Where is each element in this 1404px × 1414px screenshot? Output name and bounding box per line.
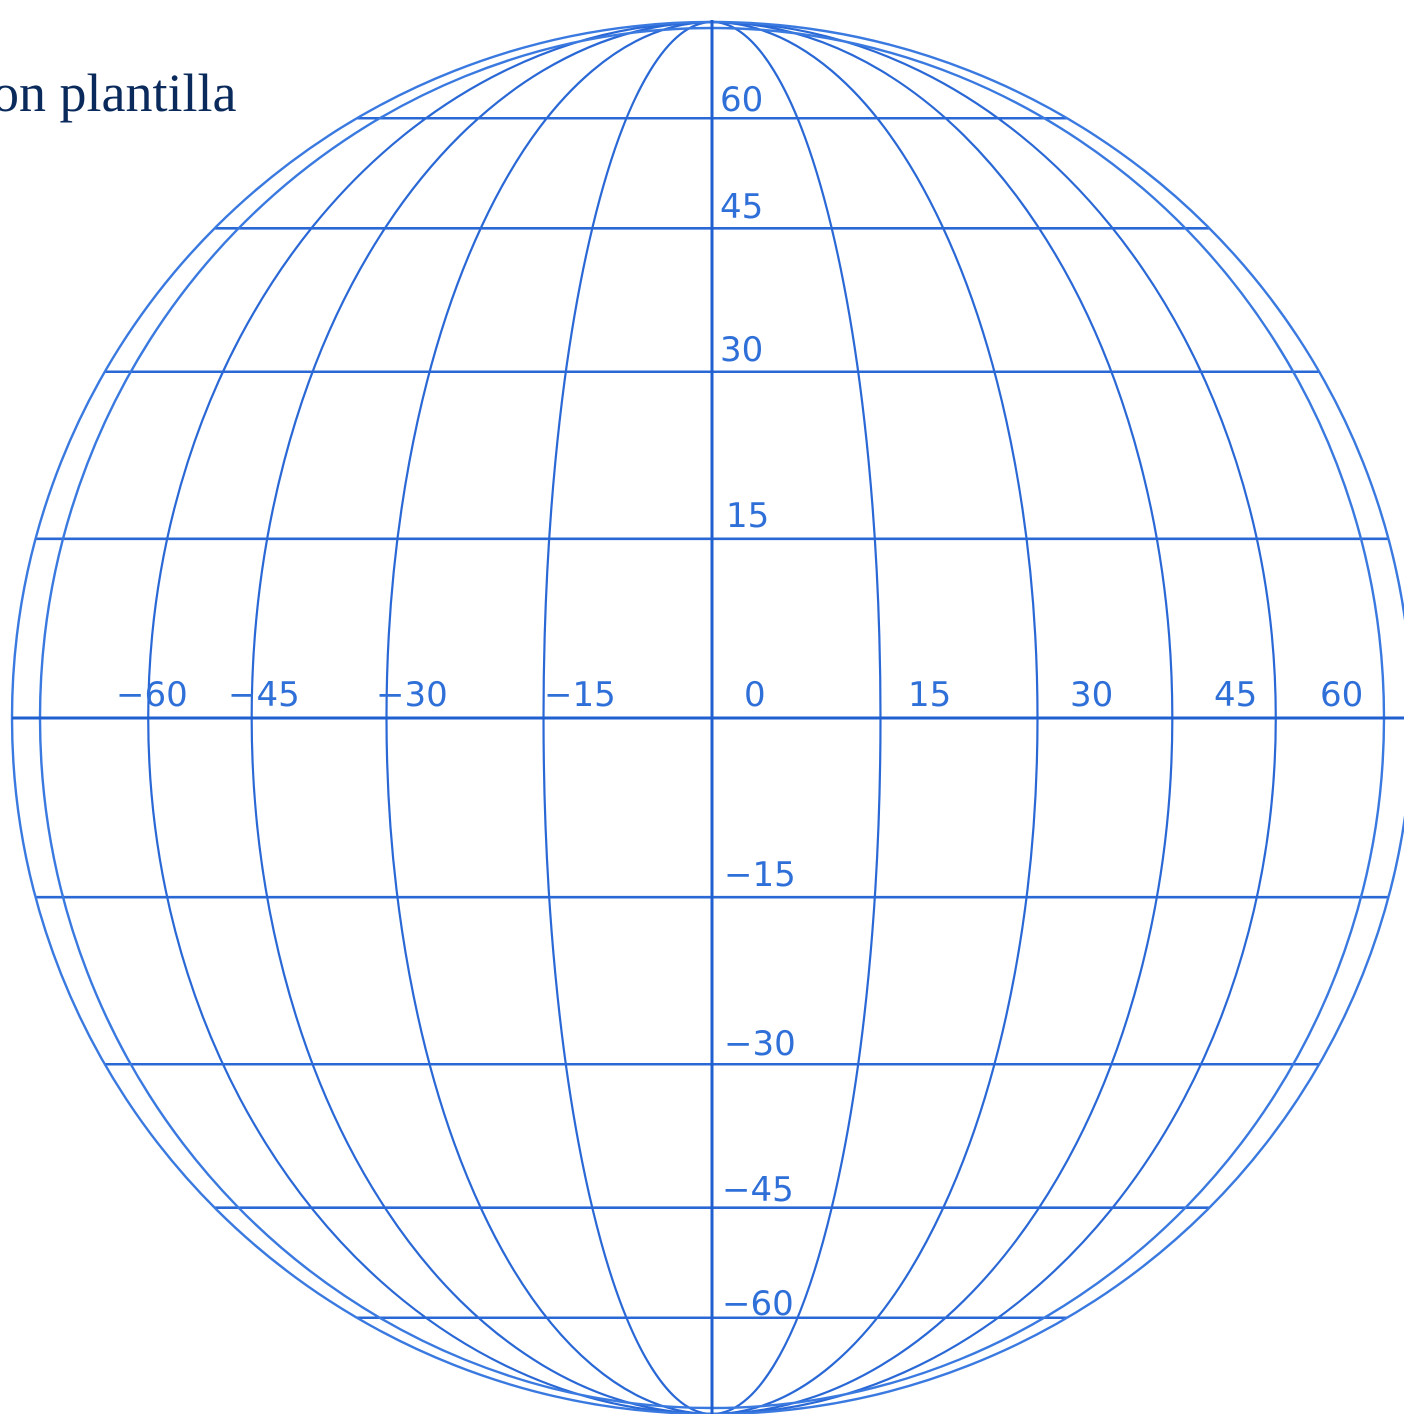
- lat-label-minus-30: −30: [724, 1024, 796, 1064]
- lon-label-60: 60: [1320, 675, 1363, 715]
- lat-label-minus-15: −15: [724, 855, 796, 895]
- lat-label-15: 15: [726, 496, 769, 536]
- grid-labels: 60 45 30 15 −15 −30 −45 −60 −60 −45 −30 …: [116, 80, 1363, 1324]
- lon-label-minus-60: −60: [116, 675, 188, 715]
- lon-label-45: 45: [1214, 675, 1257, 715]
- lon-label-0: 0: [744, 675, 766, 715]
- lat-label-minus-45: −45: [722, 1170, 794, 1210]
- lat-label-minus-60: −60: [722, 1284, 794, 1324]
- lon-label-30: 30: [1070, 675, 1113, 715]
- lat-label-45: 45: [720, 187, 763, 227]
- axes: [12, 20, 1404, 1414]
- lon-label-minus-15: −15: [544, 675, 616, 715]
- lat-label-30: 30: [720, 330, 763, 370]
- page-title: on plantilla: [0, 63, 237, 123]
- lon-label-minus-30: −30: [376, 675, 448, 715]
- lon-label-15: 15: [908, 675, 951, 715]
- lon-label-minus-45: −45: [228, 675, 300, 715]
- lat-label-60: 60: [720, 80, 763, 120]
